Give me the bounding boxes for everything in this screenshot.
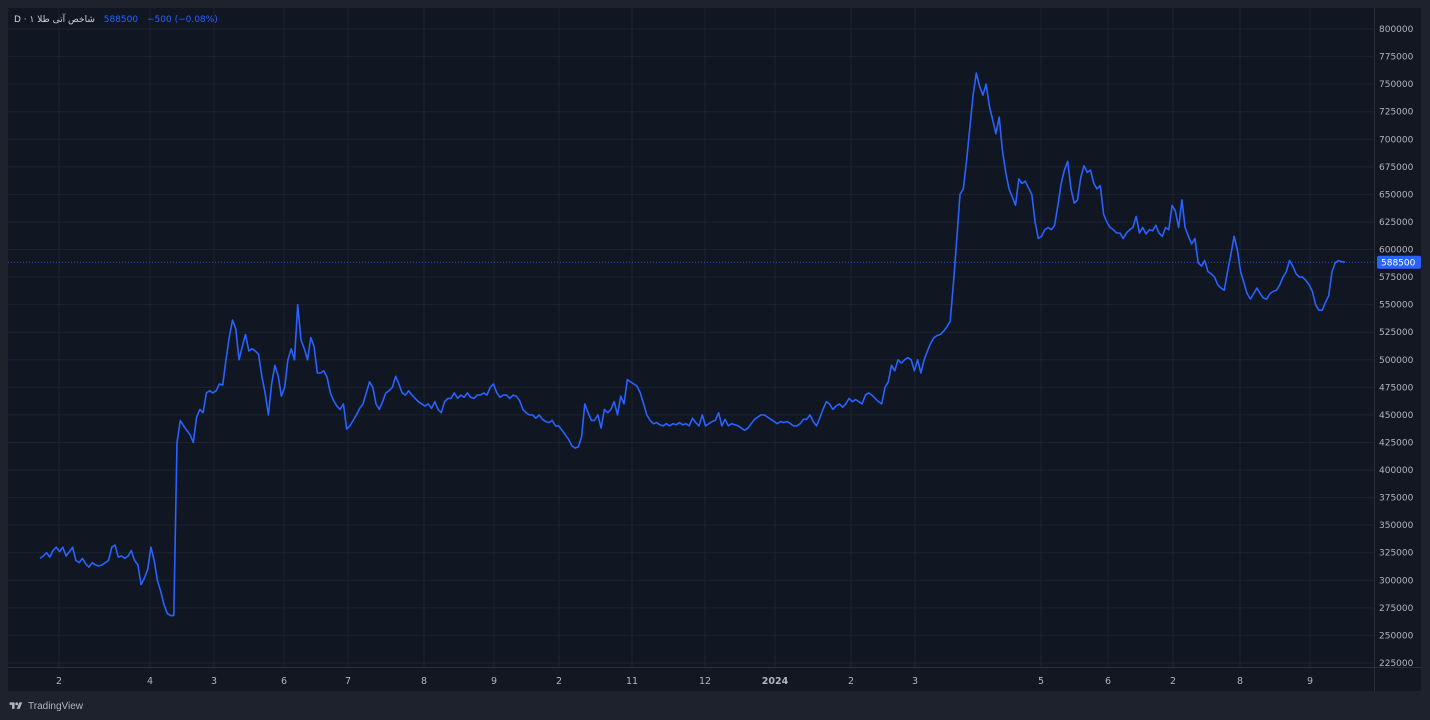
y-tick-label: 650000 <box>1379 190 1414 200</box>
chart-legend: شاخص آتی طلا ۱ · D 588500 −500 (−0.08%) <box>14 14 218 26</box>
last-price-tag-label: 588500 <box>1381 259 1416 269</box>
y-tick-label: 550000 <box>1379 301 1414 311</box>
y-tick-label: 700000 <box>1379 135 1414 145</box>
x-tick-label: 3 <box>211 676 217 687</box>
y-tick-label: 675000 <box>1379 163 1414 173</box>
x-tick-label: 7 <box>345 676 351 687</box>
x-tick-label: 4 <box>147 676 153 687</box>
x-tick-label: 5 <box>1038 676 1044 687</box>
y-tick-label: 475000 <box>1379 383 1414 393</box>
y-tick-label: 275000 <box>1379 604 1414 614</box>
y-tick-label: 525000 <box>1379 328 1414 338</box>
y-tick-label: 450000 <box>1379 411 1414 421</box>
x-tick-label: 6 <box>281 676 287 687</box>
x-tick-label: 11 <box>626 676 638 687</box>
price-series-line <box>39 72 1346 617</box>
x-tick-label: 2 <box>1170 676 1176 687</box>
x-tick-label: 8 <box>421 676 427 687</box>
y-tick-label: 775000 <box>1379 53 1414 63</box>
legend-symbol[interactable]: شاخص آتی طلا ۱ · D <box>14 15 95 25</box>
y-tick-label: 725000 <box>1379 108 1414 118</box>
tradingview-brand[interactable]: TradingView <box>8 699 83 713</box>
legend-last-value: 588500 <box>103 15 139 25</box>
x-tick-label: 2024 <box>762 676 789 687</box>
legend-change: −500 (−0.08%) <box>146 15 218 25</box>
x-tick-label: 8 <box>1237 676 1243 687</box>
x-tick-label: 2 <box>56 676 62 687</box>
footer-bar: TradingView <box>0 691 1430 720</box>
chart-pane[interactable] <box>8 8 1374 667</box>
y-tick-label: 425000 <box>1379 438 1414 448</box>
y-tick-label: 600000 <box>1379 246 1414 256</box>
y-tick-label: 575000 <box>1379 273 1414 283</box>
tradingview-logo-icon <box>9 702 23 709</box>
y-tick-label: 400000 <box>1379 466 1414 476</box>
x-tick-label: 2 <box>556 676 562 687</box>
chart-svg: 2250002500002750003000003250003500003750… <box>8 8 1421 691</box>
y-tick-label: 225000 <box>1379 659 1414 669</box>
x-tick-label: 3 <box>912 676 918 687</box>
y-tick-label: 350000 <box>1379 521 1414 531</box>
y-tick-label: 250000 <box>1379 631 1414 641</box>
y-tick-label: 300000 <box>1379 576 1414 586</box>
x-tick-label: 12 <box>699 676 711 687</box>
x-tick-label: 9 <box>491 676 497 687</box>
y-tick-label: 375000 <box>1379 494 1414 504</box>
brand-label: TradingView <box>28 700 84 712</box>
chart-frame: 225000 250000 275000 300000 325000 350000 3750… <box>8 8 1421 691</box>
y-tick-label: 500000 <box>1379 356 1414 366</box>
x-tick-label: 6 <box>1105 676 1111 687</box>
x-tick-label: 2 <box>848 676 854 687</box>
y-tick-label: 800000 <box>1379 25 1414 35</box>
y-tick-label: 625000 <box>1379 218 1414 228</box>
y-tick-label: 750000 <box>1379 80 1414 90</box>
x-tick-label: 9 <box>1307 676 1313 687</box>
last-price-tag <box>1377 255 1421 269</box>
y-tick-label: 325000 <box>1379 549 1414 559</box>
